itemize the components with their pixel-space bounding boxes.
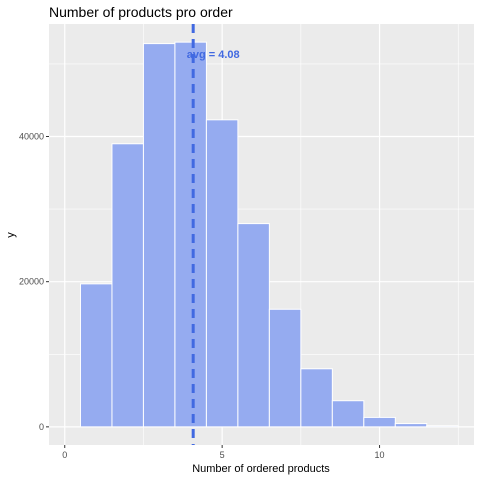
y-tick-label: 40000	[19, 132, 44, 142]
histogram-bar	[394, 423, 428, 428]
x-axis-ticks: 0 5 10	[62, 445, 385, 460]
chart-title: Number of products pro order	[49, 4, 233, 20]
histogram-bar	[142, 43, 176, 428]
histogram-bar	[268, 308, 302, 428]
mean-line-group: avg = 4.08	[187, 24, 240, 445]
histogram-bar	[205, 119, 239, 428]
histogram-bar	[174, 41, 207, 428]
histogram-bar	[79, 283, 113, 428]
histogram-bars	[79, 41, 459, 428]
histogram-bar	[300, 368, 333, 428]
histogram-bar	[426, 425, 459, 428]
mean-annotation: avg = 4.08	[187, 49, 240, 61]
x-tick-label: 0	[62, 450, 67, 460]
y-axis-ticks: 0 20000 40000	[19, 132, 49, 432]
histogram-bar	[237, 223, 270, 428]
y-tick-label: 20000	[19, 277, 44, 287]
y-axis-title: y	[5, 232, 17, 238]
x-tick-label: 5	[220, 450, 225, 460]
histogram-bar	[331, 400, 365, 428]
histogram-bar	[363, 416, 396, 428]
x-tick-label: 10	[375, 450, 385, 460]
y-tick-label: 0	[39, 422, 44, 432]
x-axis-title: Number of ordered products	[192, 463, 330, 475]
histogram-bar	[111, 143, 144, 428]
